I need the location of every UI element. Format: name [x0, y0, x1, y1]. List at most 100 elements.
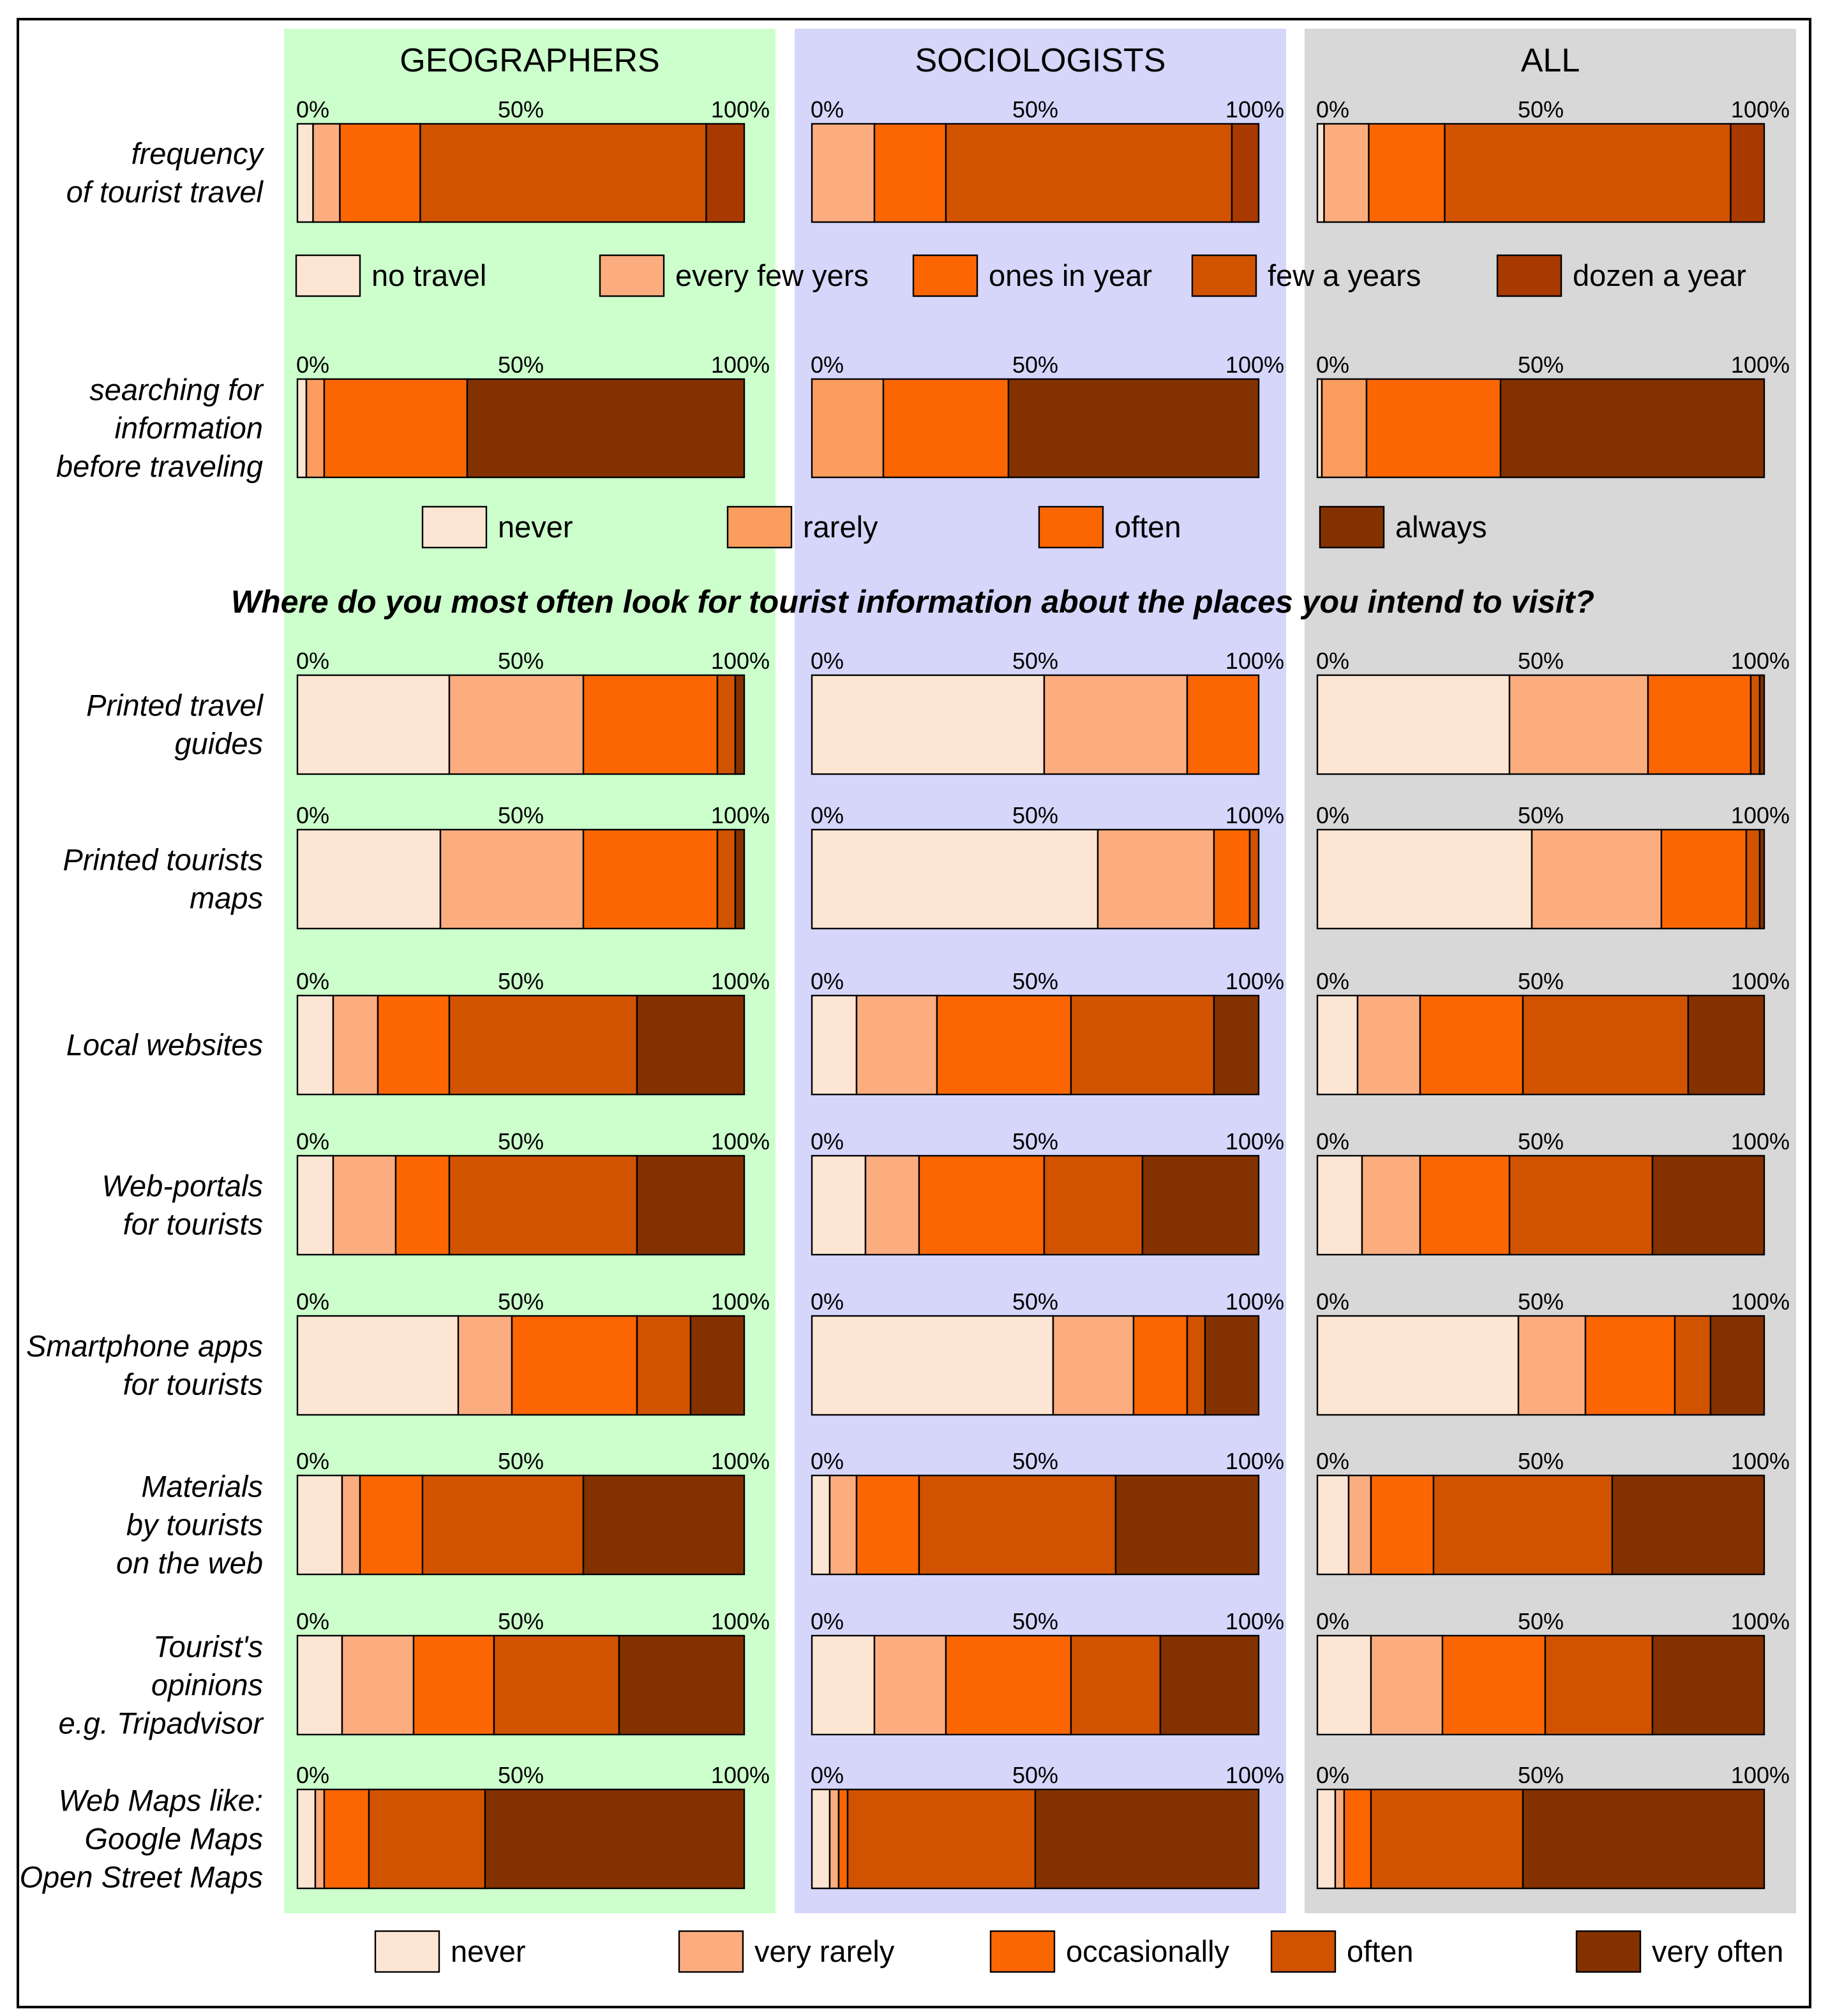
row-web-maps-like-google-maps-open-street-maps: Web Maps like: Google Maps Open Street Map…: [20, 1762, 1790, 1894]
tick-label-0: 0%: [1316, 1128, 1349, 1154]
bar-segment-geographers-occasionally: [377, 994, 451, 1096]
bar-segment-all-occasionally: [1441, 1634, 1547, 1736]
bar-segment-geographers-very-rarely: [314, 1788, 326, 1890]
legend-swatch-often: [1038, 505, 1104, 549]
bar-segment-all-often: [1674, 1315, 1712, 1416]
bar-segment-sociologists-ones-in-year: [873, 123, 947, 223]
tick-label-0: 0%: [811, 968, 844, 994]
bar-segment-sociologists-occasionally: [936, 994, 1072, 1096]
row-label: frequency: [131, 137, 265, 170]
bar-segment-all-very-often: [1709, 1315, 1765, 1416]
tick-label-50: 50%: [1518, 352, 1564, 378]
bar-segment-all-never: [1316, 1634, 1372, 1736]
panel-all: [1305, 29, 1796, 1913]
tick-label-100: 100%: [711, 1288, 770, 1315]
bar-segment-all-never: [1316, 1474, 1350, 1576]
bar-segment-sociologists-very-rarely: [828, 1474, 858, 1576]
group-title-sociologists: SOCIOLOGISTS: [915, 42, 1166, 79]
tick-label-0: 0%: [296, 648, 329, 674]
row-label: Tourist's: [153, 1630, 263, 1664]
bar-segment-sociologists-never: [811, 1634, 876, 1736]
row-searching-for-information-before-traveling: searching for information before traveling…: [56, 352, 1790, 483]
tick-label-50: 50%: [1518, 1448, 1564, 1474]
tick-label-100: 100%: [711, 648, 770, 674]
tick-label-50: 50%: [1518, 1128, 1564, 1154]
tick-label-100: 100%: [1731, 1762, 1790, 1788]
legend-swatch-occasionally: [989, 1930, 1056, 1973]
legend-label-always: always: [1395, 510, 1487, 544]
row-label: e.g. Tripadvisor: [59, 1706, 265, 1740]
tick-label-50: 50%: [1012, 1762, 1058, 1788]
legend-searching: never rarely often always: [421, 505, 1487, 549]
bar-segment-all-often: [1508, 1154, 1654, 1256]
bar-segment-geographers-rarely: [305, 378, 326, 479]
legend-label-few-a-years: few a years: [1268, 258, 1421, 292]
bar-segment-geographers-often: [368, 1788, 486, 1890]
bar-segment-all-very-rarely: [1356, 994, 1421, 1096]
bar-segment-all-dozen-a-year: [1730, 123, 1765, 223]
legend-travel-frequency: no travel every few yers ones in year few a…: [295, 254, 1746, 297]
bar-segment-sociologists-very-often: [1114, 1474, 1260, 1576]
tick-label-50: 50%: [1518, 96, 1564, 123]
tick-label-0: 0%: [811, 1288, 844, 1315]
bar-segment-sociologists-very-rarely: [1052, 1315, 1135, 1416]
tick-label-100: 100%: [1225, 648, 1284, 674]
tick-label-0: 0%: [1316, 802, 1349, 828]
tick-label-100: 100%: [1731, 648, 1790, 674]
legend-swatch-often: [1270, 1930, 1337, 1973]
tick-label-50: 50%: [498, 648, 544, 674]
row-label: information: [115, 411, 264, 445]
bar-segment-sociologists-very-rarely: [855, 994, 938, 1096]
tick-label-0: 0%: [1316, 1448, 1349, 1474]
bar-segment-all-occasionally: [1343, 1788, 1372, 1890]
tick-label-100: 100%: [1225, 1288, 1284, 1315]
legend-sources: never very rarely occasionally often very of…: [374, 1930, 1783, 1973]
tick-label-50: 50%: [1012, 1288, 1058, 1315]
tick-label-0: 0%: [296, 1448, 329, 1474]
bar-segment-geographers-occasionally: [582, 828, 719, 930]
bar-segment-geographers-very-often: [636, 994, 745, 1096]
row-frequency-of-tourist-travel: frequency of tourist travel 0% 50% 100% 0% 50%…: [66, 96, 1790, 223]
tick-label-0: 0%: [811, 1762, 844, 1788]
tick-label-50: 50%: [1012, 352, 1058, 378]
tick-label-0: 0%: [1316, 1608, 1349, 1634]
tick-label-100: 100%: [1731, 1448, 1790, 1474]
bar-segment-all-very-often: [1758, 674, 1765, 775]
row-smartphone-apps-for-tourists: Smartphone apps for tourists 0% 50% 100% 0% 50…: [26, 1288, 1790, 1416]
tick-label-100: 100%: [1225, 1762, 1284, 1788]
tick-label-50: 50%: [1518, 1762, 1564, 1788]
bar-segment-all-rarely: [1321, 378, 1368, 479]
tick-label-0: 0%: [1316, 96, 1349, 123]
legend-label-never: never: [498, 510, 573, 544]
bar-segment-all-very-often: [1651, 1154, 1765, 1256]
bar-segment-geographers-often: [493, 1634, 620, 1736]
tick-label-0: 0%: [811, 96, 844, 123]
bar-segment-all-no-travel: [1316, 123, 1325, 223]
bar-segment-geographers-very-rarely: [439, 828, 585, 930]
tick-label-100: 100%: [1225, 802, 1284, 828]
legend-label-no-travel: no travel: [371, 258, 486, 292]
bar-segment-all-very-rarely: [1347, 1474, 1372, 1576]
bar-segment-geographers-very-rarely: [448, 674, 585, 775]
row-printed-tourists-maps: Printed tourists maps 0% 50% 100% 0% 50% 100% 0%…: [63, 802, 1790, 930]
bar-segment-sociologists-never: [811, 828, 1099, 930]
bar-segment-sociologists-occasionally: [837, 1788, 849, 1890]
bar-segment-geographers-often: [716, 674, 737, 775]
bar-segment-sociologists-very-often: [1204, 1315, 1260, 1416]
legend-swatch-ones-in-year: [912, 254, 978, 297]
bar-segment-sociologists-never: [811, 1788, 831, 1890]
tick-label-50: 50%: [498, 1128, 544, 1154]
question-text: Where do you most often look for tourist…: [231, 584, 1594, 620]
bar-segment-geographers-ones-in-year: [339, 123, 421, 223]
group-title-geographers: GEOGRAPHERS: [400, 42, 659, 79]
bar-segment-all-few-a-years: [1444, 123, 1732, 223]
legend-label-every-few-yers: every few yers: [675, 258, 869, 292]
tick-label-100: 100%: [1225, 352, 1284, 378]
bar-segment-geographers-very-often: [636, 1154, 745, 1256]
tick-label-0: 0%: [811, 802, 844, 828]
bar-segment-all-often: [1749, 674, 1761, 775]
bar-segment-all-never: [1316, 994, 1359, 1096]
tick-label-100: 100%: [711, 802, 770, 828]
tick-label-100: 100%: [1225, 968, 1284, 994]
tick-label-50: 50%: [1012, 96, 1058, 123]
